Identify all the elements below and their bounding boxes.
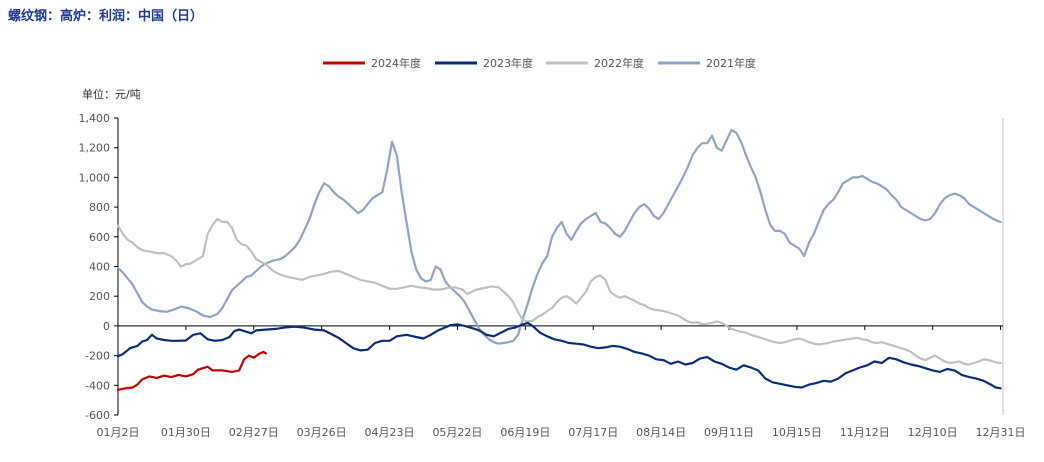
y-tick-label: 1,200 [79, 142, 111, 155]
y-tick-label: 400 [89, 261, 110, 274]
x-tick-label: 11月12日 [840, 426, 890, 439]
y-axis: 1,400 1,200 1,000 800 600 400 200 0 -200 -400 -600 [79, 112, 118, 422]
x-tick-label: 05月22日 [432, 426, 482, 439]
y-tick-label: 200 [89, 290, 110, 303]
x-tick-label: 01月2日 [97, 426, 140, 439]
legend-label: 2024年度 [371, 56, 421, 70]
x-tick-label: 12月31日 [976, 426, 1026, 439]
legend-label: 2022年度 [594, 56, 644, 70]
x-tick-label: 08月14日 [636, 426, 686, 439]
y-tick-label: -400 [85, 379, 110, 392]
x-tick-label: 07月17日 [568, 426, 618, 439]
x-axis: 01月2日 01月30日 02月27日 03月26日 04月23日 05月22日 06月19… [97, 325, 1026, 439]
x-tick-label: 06月19日 [500, 426, 550, 439]
unit-label: 单位：元/吨 [82, 87, 141, 101]
y-tick-label: 1,000 [79, 171, 111, 184]
x-tick-label: 12月10日 [908, 426, 958, 439]
series-line-2021年度 [116, 128, 1002, 345]
series-line-2022年度 [116, 217, 1002, 366]
series-line-2024年度 [116, 350, 267, 391]
y-tick-label: -200 [85, 350, 110, 363]
y-tick-label: 0 [103, 320, 110, 333]
y-tick-label: 1,400 [79, 112, 111, 125]
legend-label: 2021年度 [706, 56, 756, 70]
legend: 2024年度 2023年度 2022年度 2021年度 [323, 56, 756, 70]
legend-label: 2023年度 [483, 56, 533, 70]
x-tick-label: 02月27日 [229, 426, 279, 439]
series-line-2023年度 [116, 321, 1002, 390]
x-tick-label: 03月26日 [297, 426, 347, 439]
y-tick-label: -600 [85, 409, 110, 422]
y-tick-label: 800 [89, 201, 110, 214]
y-tick-label: 600 [89, 231, 110, 244]
x-tick-label: 09月11日 [704, 426, 754, 439]
chart-title: 螺纹钢：高炉：利润：中国（日） [8, 8, 203, 24]
plot-frame [117, 118, 1004, 415]
x-tick-label: 04月23日 [365, 426, 415, 439]
x-tick-label: 01月30日 [161, 426, 211, 439]
x-tick-label: 10月15日 [772, 426, 822, 439]
series-layer [116, 128, 1002, 391]
